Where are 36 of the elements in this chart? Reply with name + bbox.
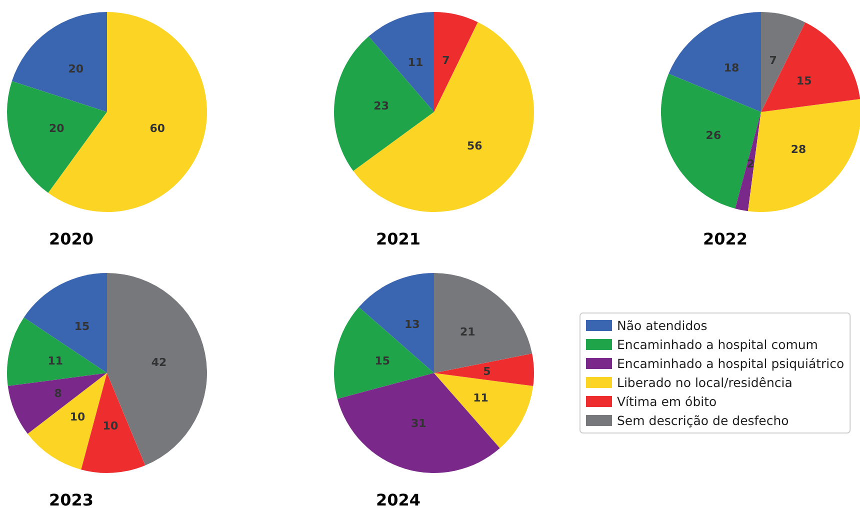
data-label: 31 [410,417,426,430]
data-label: 7 [442,54,450,67]
data-label: 15 [74,320,90,333]
data-label: 11 [408,56,424,69]
data-label: 10 [70,410,86,424]
data-label: 11 [48,354,64,368]
data-label: 10 [102,419,118,432]
data-label: 15 [374,354,390,368]
legend-label: Encaminhado a hospital psiquiátrico [617,356,844,371]
legend-label: Sem descrição de desfecho [617,413,789,428]
data-label: 60 [150,122,166,135]
legend-label: Vítima em óbito [617,394,717,409]
data-label: 7 [769,54,777,67]
slice-label: 2024 [376,490,421,508]
data-label: 18 [724,61,740,74]
data-label: 23 [374,100,389,113]
data-label: 20 [68,62,84,76]
data-label: 2 [746,157,754,170]
legend-label: Liberado no local/residência [617,375,792,390]
slice-label: 2021 [376,230,421,248]
slice-label: 2020 [49,230,94,248]
data-label: 15 [796,74,812,88]
slice-label: 2023 [49,490,94,508]
slice-label: 2022 [703,230,748,248]
data-label: 42 [151,356,167,370]
data-label: 26 [706,128,722,142]
data-label: 21 [460,326,476,339]
data-label: 13 [404,318,420,332]
legend-label: Encaminhado a hospital comum [617,337,818,352]
data-label: 8 [54,386,62,400]
data-label: 56 [467,139,483,152]
data-label: 5 [483,364,491,378]
data-label: 11 [473,391,488,404]
data-label: 28 [790,142,806,156]
legend-label: Não atendidos [617,318,708,333]
data-label: 20 [48,122,65,135]
